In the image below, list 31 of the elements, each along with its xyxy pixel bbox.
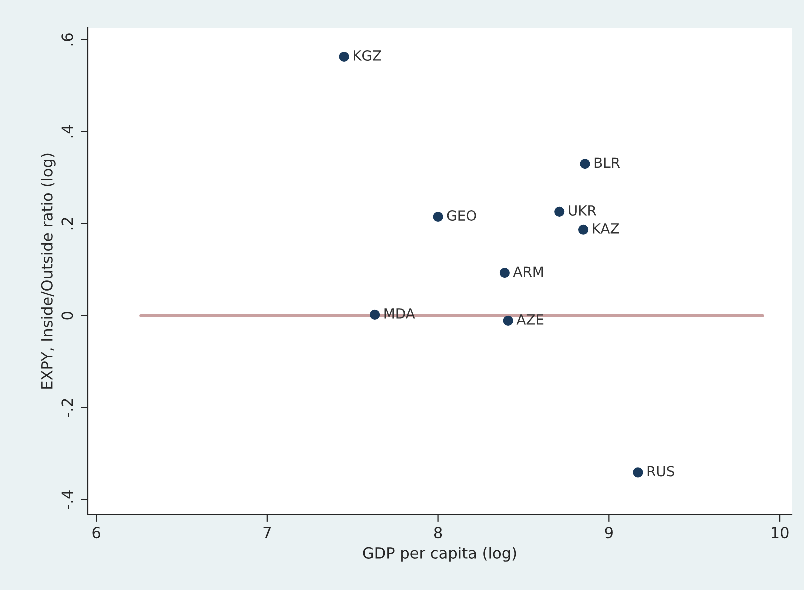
x-tick-label: 7: [264, 527, 271, 538]
y-tick-label: .6: [62, 34, 74, 46]
x-axis-title: GDP per capita (log): [363, 547, 516, 562]
y-tick-label: .2: [62, 218, 74, 230]
data-label: GEO: [447, 210, 476, 222]
data-label: BLR: [594, 158, 620, 168]
data-label: RUS: [648, 466, 674, 477]
data-label: MDA: [384, 308, 416, 319]
point: [554, 206, 565, 217]
point: [370, 310, 380, 320]
data-label: ARM: [513, 266, 544, 277]
point: [578, 224, 589, 235]
data-label: UKR: [569, 206, 596, 216]
y-axis-title: EXPY, Inside/Outside ratio (log): [41, 154, 56, 389]
data-label: AZE: [516, 314, 544, 325]
x-tick-label: 6: [92, 527, 100, 539]
y-tick-label: .4: [62, 126, 74, 138]
point: [433, 212, 444, 222]
y-tick-label: -.2: [62, 399, 74, 418]
point: [633, 468, 644, 478]
x-tick-label: 8: [434, 527, 442, 539]
x-tick-label: 9: [605, 527, 613, 539]
point: [503, 316, 514, 326]
point: [500, 268, 510, 278]
data-label: KGZ: [354, 50, 382, 61]
point: [580, 159, 590, 170]
y-tick-label: -.4: [62, 490, 74, 510]
y-tick-label: 0: [62, 312, 74, 320]
x-tick-label: 10: [772, 527, 789, 539]
data-label: KAZ: [593, 224, 620, 234]
point: [339, 52, 350, 62]
